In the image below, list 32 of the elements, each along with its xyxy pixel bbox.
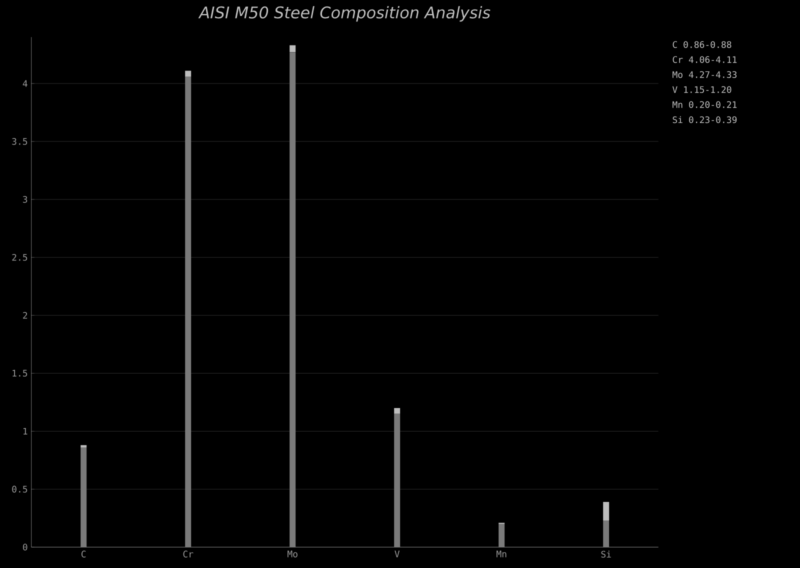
bar xyxy=(185,70,192,77)
bar xyxy=(185,76,192,548)
bar xyxy=(394,408,400,414)
x-tick-label: Si xyxy=(601,550,611,558)
text: Mo 4.27-4.33 xyxy=(672,71,737,78)
x-tick-label: Mo xyxy=(288,550,298,558)
text: Si 0.23-0.39 xyxy=(672,116,737,124)
x-tick-label: C xyxy=(82,550,86,558)
x-tick-label: Cr xyxy=(183,550,194,558)
y-tick-label: 2.5 xyxy=(12,254,28,261)
text: Mn 0.20-0.21 xyxy=(672,101,737,108)
y-tick-label: 4 xyxy=(22,80,28,87)
bar xyxy=(290,52,296,548)
chart-title: AISI M50 Steel Composition Analysis xyxy=(198,6,490,22)
text: Cr 4.06-4.11 xyxy=(672,56,737,63)
bar xyxy=(80,447,87,548)
y-tick-label: 2 xyxy=(23,312,28,319)
x-tick-label: Mn xyxy=(496,550,506,558)
bar xyxy=(290,45,296,52)
y-tick-label: 3 xyxy=(22,196,28,203)
y-tick-label: 0 xyxy=(22,544,28,551)
bar xyxy=(603,502,610,520)
y-tick-label: 0.5 xyxy=(12,486,28,493)
y-tick-label: 1 xyxy=(23,428,28,435)
text: C 0.86-0.88 xyxy=(672,41,732,48)
y-tick-label: 1.5 xyxy=(12,370,28,377)
bar xyxy=(394,414,400,548)
bar xyxy=(498,524,505,548)
y-tick-label: 3.5 xyxy=(12,138,28,145)
x-tick-label: V xyxy=(394,550,400,558)
text: V 1.15-1.20 xyxy=(672,86,732,93)
bar xyxy=(603,520,610,548)
